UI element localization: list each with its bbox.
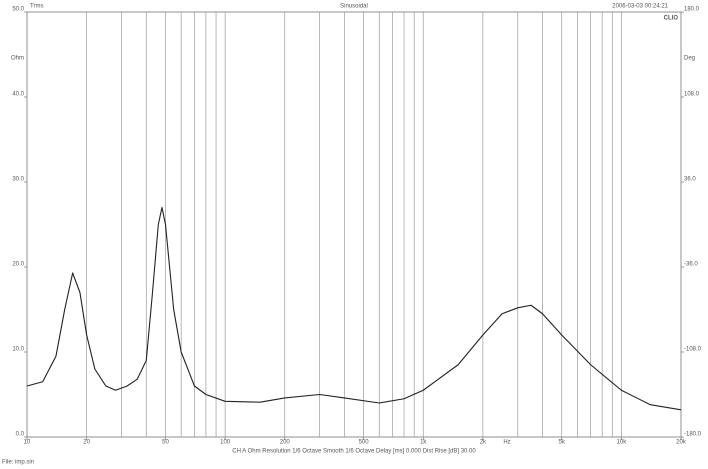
y2-tick-label: -180.0 [684, 432, 702, 438]
x-tick-label: 20 [83, 440, 90, 446]
y2-tick-label: -36.0 [684, 262, 698, 268]
file-name: File: imp.sin [2, 460, 34, 466]
x-tick-label: 20k [676, 440, 687, 446]
x-tick-label: 10k [617, 440, 628, 446]
y-tick-label: 10.0 [12, 347, 24, 353]
y2-tick-label: 108.0 [684, 92, 700, 98]
x-tick-label: 10 [24, 440, 31, 446]
timestamp: 2006-03-03 00:24:21 [612, 4, 668, 10]
x-tick-label: 1k [420, 440, 427, 446]
x-tick-label: 500 [359, 440, 370, 446]
header-left: Trms [30, 4, 43, 10]
y-tick-label: 30.0 [12, 177, 24, 183]
y-tick-label: 40.0 [12, 92, 24, 98]
y2-tick-label: 180.0 [684, 7, 700, 13]
y-tick-label: 50.0 [12, 7, 24, 13]
x-tick-label: 100 [220, 440, 231, 446]
x-tick-label: 5k [559, 440, 566, 446]
chart-title: Sinusoidal [340, 4, 368, 10]
impedance-curve [26, 206, 682, 411]
y2-tick-label: 36.0 [684, 177, 696, 183]
x-axis-label: Hz [503, 440, 510, 446]
y2-axis-label: Deg [684, 56, 695, 62]
x-tick-label: 2k [480, 440, 487, 446]
footer: CH A Ohm Resolution 1/6 Octave Smooth 1/… [232, 449, 476, 455]
y-tick-label: 20.0 [12, 262, 24, 268]
x-tick-label: 200 [280, 440, 291, 446]
y2-tick-label: -108.0 [684, 347, 702, 353]
plot-frame [26, 11, 682, 438]
y-axis-label: Ohm [11, 56, 24, 62]
brand: CLIO [664, 16, 679, 22]
x-tick-label: 50 [162, 440, 169, 446]
y-tick-label: 0.0 [16, 432, 25, 438]
